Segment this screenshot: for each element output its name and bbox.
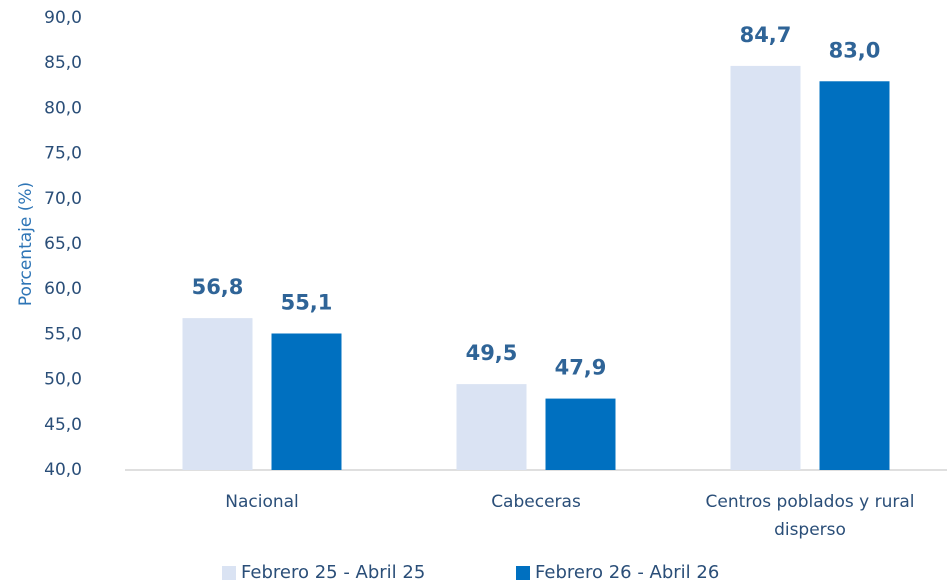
y-tick-label: 90,0 [44, 8, 82, 28]
x-tick-label: Cabeceras [491, 492, 581, 512]
bar [545, 398, 616, 470]
legend-label: Febrero 25 - Abril 25 [241, 562, 426, 583]
value-label: 49,5 [466, 341, 518, 365]
value-label: 47,9 [555, 356, 607, 380]
bar [819, 81, 890, 470]
legend-swatch [516, 565, 530, 580]
value-label: 55,1 [281, 290, 333, 314]
y-tick-label: 80,0 [44, 98, 82, 118]
y-axis-label: Porcentaje (%) [16, 182, 36, 306]
y-tick-label: 55,0 [44, 324, 82, 344]
bar [182, 318, 253, 470]
x-tick-label: Centros poblados y rural disperso [705, 492, 915, 540]
value-label: 84,7 [740, 23, 792, 47]
legend-label: Febrero 26 - Abril 26 [535, 562, 720, 583]
y-tick-label: 75,0 [44, 144, 82, 164]
bar [730, 65, 801, 471]
legend-swatch [222, 565, 236, 580]
y-tick-label: 60,0 [44, 279, 82, 299]
y-tick-label: 65,0 [44, 234, 82, 254]
y-tick-label: 70,0 [44, 189, 82, 209]
y-tick-label: 85,0 [44, 53, 82, 73]
y-tick-label: 50,0 [44, 370, 82, 390]
legend-item: Febrero 26 - Abril 26 [516, 562, 719, 583]
x-tick-label: Nacional [225, 492, 299, 512]
bar [456, 384, 527, 470]
legend-item: Febrero 25 - Abril 25 [222, 562, 425, 583]
value-label: 83,0 [829, 38, 881, 62]
value-label: 56,8 [192, 275, 244, 299]
y-tick-label: 45,0 [44, 415, 82, 435]
bar [271, 333, 342, 470]
y-tick-label: 40,0 [44, 460, 82, 480]
